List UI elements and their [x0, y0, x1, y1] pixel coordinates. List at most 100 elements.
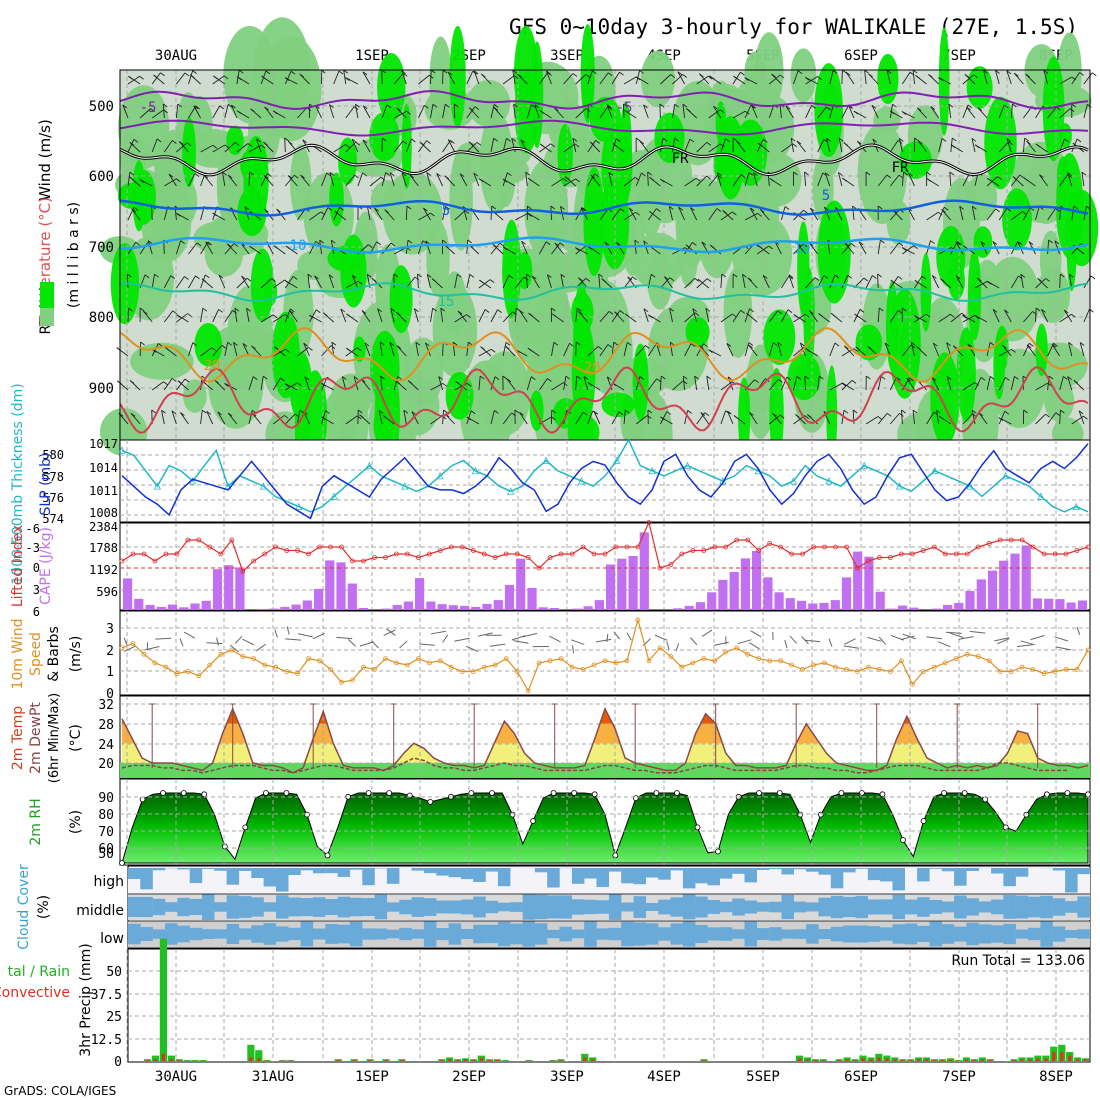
wind-barb-flag — [856, 140, 862, 145]
contour-label: -5 — [140, 100, 157, 116]
wind-barb-flag — [598, 273, 603, 278]
wind-barb — [1051, 344, 1061, 357]
wind-barb-flag — [331, 341, 337, 346]
wind-barb-flag — [139, 307, 145, 312]
cloud-cell — [1065, 930, 1078, 938]
lifted-index-tick: -6 — [26, 522, 40, 536]
wind-barb — [998, 377, 1006, 391]
cape-bar — [1021, 545, 1031, 610]
wind-barb-flag — [669, 307, 674, 312]
wind-barb-flag — [720, 143, 725, 148]
wind-barb-flag — [452, 341, 458, 346]
wind-barb-flag — [249, 171, 254, 176]
wind-barb-flag — [732, 313, 737, 318]
wind-barb-flag — [560, 206, 565, 210]
cloud-cell — [202, 894, 215, 920]
surface-wind-barb — [902, 633, 916, 640]
wind-barb — [331, 342, 335, 357]
precip-convective-bar — [845, 1059, 849, 1061]
rh-mid-blob — [483, 156, 530, 185]
wind-barb — [643, 104, 649, 119]
wind-barb-flag — [1022, 211, 1027, 215]
wind-barb — [345, 174, 355, 187]
cape-bar — [695, 602, 706, 610]
wind-barb — [526, 104, 532, 119]
wind-barb — [848, 104, 855, 119]
rh-point — [1023, 811, 1030, 818]
wind-barb — [329, 104, 335, 119]
cloud-cell — [781, 868, 794, 875]
wind-barb — [178, 141, 189, 153]
wind-speed-point — [920, 669, 926, 674]
wind-barb-flag — [772, 412, 777, 417]
cloud-cell — [522, 921, 536, 947]
wind-barb-flag — [276, 208, 281, 213]
wind-barb — [732, 174, 742, 187]
wind-barb-flag — [285, 245, 291, 250]
cloud-cell — [719, 868, 733, 879]
cape-bar — [594, 600, 604, 610]
cape-bar — [583, 606, 593, 610]
wind-barb — [176, 142, 188, 153]
wind-barb — [351, 139, 359, 153]
rh-high-blob — [899, 141, 932, 179]
wind-barb-flag — [832, 70, 838, 74]
wind-barb-flag — [406, 110, 411, 115]
wind-barb-flag — [601, 278, 606, 282]
lifted-index-point — [975, 544, 981, 550]
wind-barb-flag — [339, 206, 344, 211]
pressure-tick-label: 700 — [89, 240, 114, 256]
cloud-cell — [608, 927, 622, 941]
wind-barb-flag — [171, 378, 177, 382]
wind-barb-flag — [1090, 275, 1096, 280]
precip-convective-bar — [1076, 1059, 1080, 1061]
cloud-cell — [707, 868, 720, 886]
wind-barb-flag — [1078, 410, 1084, 415]
wind-barb-flag — [345, 77, 350, 81]
lifted-index-point — [986, 541, 992, 546]
wind-barb-flag — [563, 382, 568, 386]
rh-high-blob — [132, 160, 146, 232]
wind-barb-flag — [527, 177, 533, 182]
wind-barb-flag — [368, 244, 373, 248]
wind-barb-flag — [592, 70, 597, 75]
wind-barb — [682, 104, 686, 119]
wind-barb-flag — [703, 343, 708, 348]
wind-barb-flag — [1020, 273, 1026, 278]
rh-mid-blob — [402, 337, 444, 407]
wind-barb-flag — [505, 341, 511, 346]
cloud-cell — [436, 928, 449, 941]
rh-high-blob — [329, 172, 344, 227]
wind-barb-flag — [429, 74, 434, 79]
precip-legend-convective: Convective — [0, 985, 70, 1001]
rh-point — [1064, 790, 1071, 796]
cloud-cell — [806, 902, 819, 912]
wind-barb-flag — [424, 104, 429, 109]
wind-barb-flag — [967, 104, 973, 109]
wind-barb — [749, 207, 758, 221]
wind-barb-flag — [892, 103, 897, 108]
wind-barb-flag — [224, 144, 230, 149]
wind-barb — [932, 342, 940, 357]
wind-barb — [587, 70, 593, 85]
wind-tick: 1 — [106, 665, 114, 680]
wind-barb — [502, 412, 512, 425]
wind-barb-flag — [594, 173, 599, 178]
wind-barb-flag — [901, 307, 907, 312]
cloud-cell — [497, 921, 511, 947]
wind-barb — [762, 275, 770, 289]
wind-barb — [877, 376, 882, 391]
cape-bar — [718, 579, 728, 610]
surface-wind-barb — [1054, 636, 1069, 642]
upper-air-wind-barbs — [116, 69, 1097, 425]
millibars-axis-label: (m i l l i b a r s) — [66, 202, 82, 308]
rh-high-blob — [571, 292, 594, 334]
wind-barb-flag — [1003, 104, 1009, 109]
wind-barb-flag — [779, 414, 785, 419]
cloud-cell — [719, 927, 733, 941]
contour-label: -5 — [616, 100, 633, 116]
rh-point — [715, 848, 721, 855]
rh-high-blob — [956, 327, 976, 423]
wind-barb-flag — [974, 382, 980, 386]
surface-wind-barb — [613, 631, 620, 640]
